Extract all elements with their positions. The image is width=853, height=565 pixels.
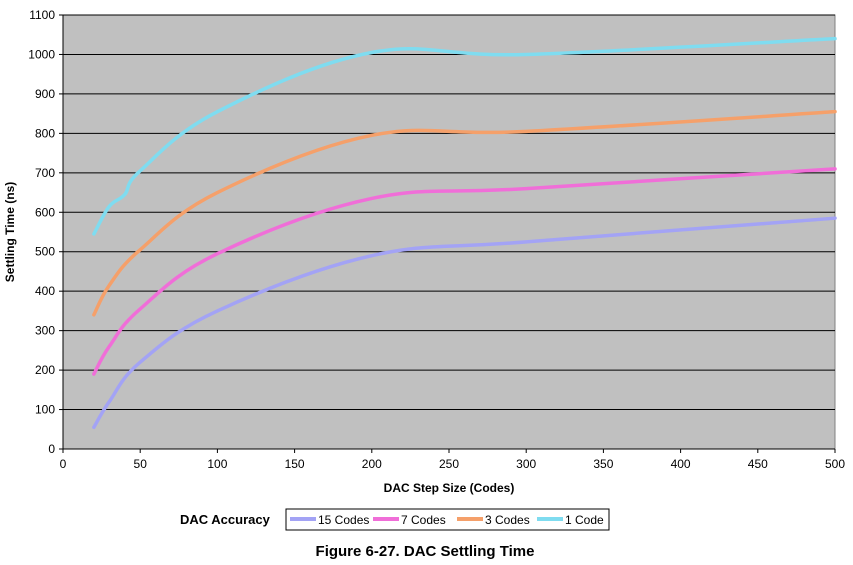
x-tick-label: 250: [439, 457, 459, 471]
series-line-1-code: [92, 36, 837, 236]
figure-caption: Figure 6-27. DAC Settling Time: [316, 543, 535, 560]
x-tick-label: 200: [362, 457, 382, 471]
y-axis-title: Settling Time (ns): [3, 182, 17, 282]
x-axis-ticks: 0 50 100 150 200 250 300 350 400 450 500: [60, 449, 845, 471]
legend: 15 Codes 7 Codes 3 Codes 1 Code: [290, 513, 604, 527]
x-tick-label: 450: [748, 457, 768, 471]
y-tick-label: 900: [35, 87, 55, 101]
y-tick-label: 500: [35, 245, 55, 259]
x-tick-label: 500: [825, 457, 845, 471]
y-tick-label: 1100: [29, 8, 55, 22]
legend-title: DAC Accuracy: [180, 512, 271, 527]
y-axis-ticks: 0 100 200 300 400 500 600 700 800 900 1000 1100: [28, 8, 63, 456]
series-line-7-codes: [92, 167, 837, 376]
y-tick-label: 1000: [28, 47, 55, 61]
y-tick-label: 600: [35, 205, 55, 219]
x-axis-title: DAC Step Size (Codes): [384, 481, 515, 495]
gridlines: [63, 14, 835, 411]
legend-label-7-codes: 7 Codes: [401, 513, 446, 527]
plot-area: [62, 14, 836, 450]
series-line-15-codes: [92, 216, 837, 430]
y-tick-label: 300: [35, 324, 55, 338]
legend-label-1-code: 1 Code: [565, 513, 604, 527]
y-tick-label: 800: [35, 126, 55, 140]
legend-label-15-codes: 15 Codes: [318, 513, 369, 527]
series-line-3-codes: [92, 109, 837, 317]
series-layer: [92, 36, 837, 430]
x-tick-label: 400: [671, 457, 691, 471]
x-tick-label: 50: [134, 457, 148, 471]
x-tick-label: 150: [285, 457, 305, 471]
y-tick-label: 400: [35, 284, 55, 298]
legend-box: [285, 508, 610, 531]
y-tick-label: 100: [35, 403, 55, 417]
y-tick-label: 700: [35, 166, 55, 180]
y-tick-label: 0: [48, 442, 55, 456]
x-tick-label: 0: [60, 457, 67, 471]
y-tick-label: 200: [35, 363, 55, 377]
x-tick-label: 350: [593, 457, 613, 471]
legend-label-3-codes: 3 Codes: [485, 513, 530, 527]
x-tick-label: 300: [516, 457, 536, 471]
x-tick-label: 100: [207, 457, 227, 471]
